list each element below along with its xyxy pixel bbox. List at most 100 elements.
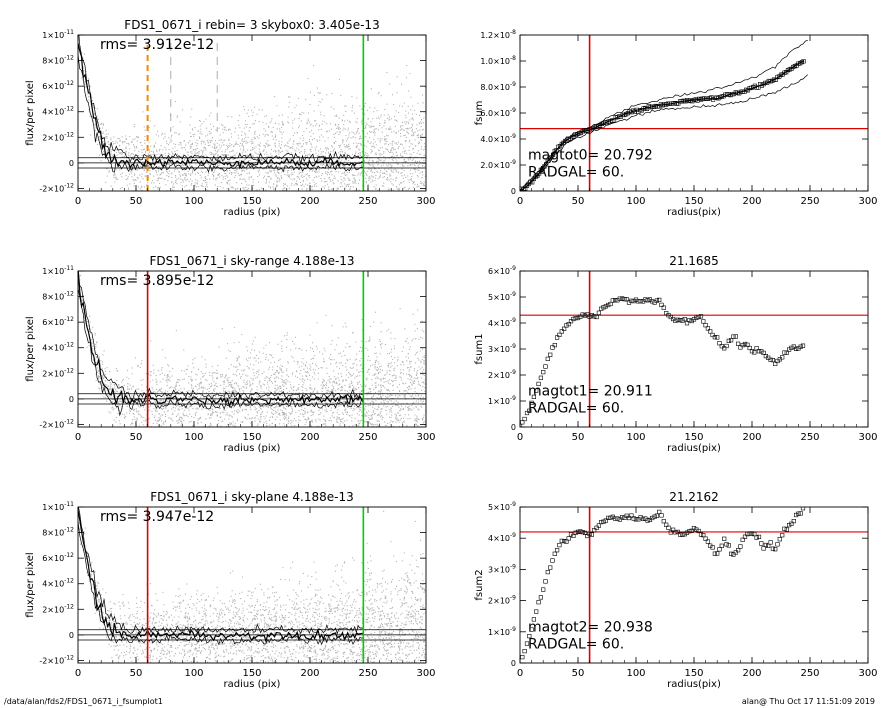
scatter-point [255, 152, 257, 154]
scatter-point [361, 123, 363, 125]
scatter-point [283, 131, 285, 133]
scatter-point [322, 192, 323, 193]
scatter-point [226, 188, 228, 190]
scatter-point [125, 153, 127, 155]
scatter-point [129, 148, 131, 150]
scatter-point [102, 131, 104, 133]
scatter-point [184, 174, 186, 176]
scatter-point [326, 180, 328, 182]
scatter-point [176, 115, 178, 117]
scatter-point [249, 127, 251, 129]
scatter-point [158, 166, 160, 168]
scatter-point [201, 166, 203, 168]
scatter-point [385, 406, 387, 408]
scatter-point [268, 181, 270, 183]
scatter-point [311, 170, 313, 172]
scatter-point [224, 129, 226, 131]
scatter-point [191, 128, 193, 130]
scatter-point [287, 436, 288, 437]
scatter-point [258, 148, 260, 150]
scatter-point [348, 179, 350, 181]
scatter-point [386, 138, 388, 140]
scatter-point [167, 171, 169, 173]
scatter-point [283, 183, 285, 185]
scatter-point [138, 413, 140, 415]
scatter-point [373, 131, 375, 133]
scatter-point [302, 378, 304, 380]
scatter-point [281, 350, 283, 352]
scatter-point [396, 177, 398, 179]
scatter-point [290, 184, 292, 186]
scatter-point [365, 406, 367, 408]
scatter-point [315, 369, 317, 371]
scatter-point [304, 156, 306, 158]
scatter-point [249, 154, 251, 156]
scatter-point [304, 150, 306, 152]
scatter-point [141, 149, 143, 151]
scatter-point [361, 236, 362, 237]
scatter-point [194, 392, 196, 394]
scatter-point [338, 395, 340, 397]
scatter-point [378, 92, 380, 94]
scatter-point [390, 164, 392, 166]
scatter-point [280, 175, 282, 177]
scatter-point [196, 396, 198, 398]
scatter-point [177, 420, 179, 422]
scatter-point [332, 180, 334, 182]
scatter-point [205, 171, 207, 173]
scatter-point [383, 374, 385, 376]
scatter-point [233, 366, 235, 368]
scatter-point [162, 154, 164, 156]
scatter-point [188, 142, 190, 144]
scatter-point [229, 401, 231, 403]
scatter-point [285, 201, 286, 202]
scatter-point [274, 143, 276, 145]
scatter-point [407, 179, 409, 181]
scatter-point [236, 168, 238, 170]
scatter-point [140, 165, 142, 167]
scatter-point [156, 410, 158, 412]
scatter-point [278, 423, 280, 425]
scatter-point [196, 219, 197, 220]
scatter-point [300, 165, 302, 167]
scatter-point [412, 119, 414, 121]
scatter-point [389, 175, 391, 177]
scatter-point [270, 178, 272, 180]
scatter-point [412, 186, 414, 188]
scatter-point [314, 184, 316, 186]
scatter-point [348, 199, 349, 200]
scatter-point [216, 177, 218, 179]
scatter-point [382, 385, 384, 387]
scatter-point [371, 414, 373, 416]
scatter-point [295, 192, 296, 193]
scatter-point [167, 379, 169, 381]
scatter-point [90, 94, 92, 96]
scatter-point [330, 210, 331, 211]
scatter-point [259, 153, 261, 155]
scatter-point [321, 174, 323, 176]
scatter-point [229, 422, 231, 424]
scatter-point [377, 116, 379, 118]
scatter-point [281, 340, 283, 342]
scatter-point [159, 418, 161, 420]
scatter-point [156, 383, 158, 385]
scatter-point [338, 405, 340, 407]
scatter-point [269, 122, 271, 124]
scatter-point [125, 135, 127, 137]
scatter-point [238, 193, 239, 194]
scatter-point [196, 139, 198, 141]
scatter-point [419, 466, 420, 467]
scatter-point [317, 215, 318, 216]
scatter-point [205, 154, 207, 156]
y-tick-label: 0 [69, 159, 74, 168]
scatter-point [418, 383, 420, 385]
scatter-point [115, 140, 117, 142]
scatter-point [283, 196, 284, 197]
scatter-point [330, 445, 331, 446]
scatter-point [165, 155, 167, 157]
scatter-point [386, 205, 387, 206]
scatter-point [202, 186, 204, 188]
scatter-point [236, 359, 238, 361]
scatter-point [101, 387, 103, 389]
scatter-point [280, 147, 282, 149]
